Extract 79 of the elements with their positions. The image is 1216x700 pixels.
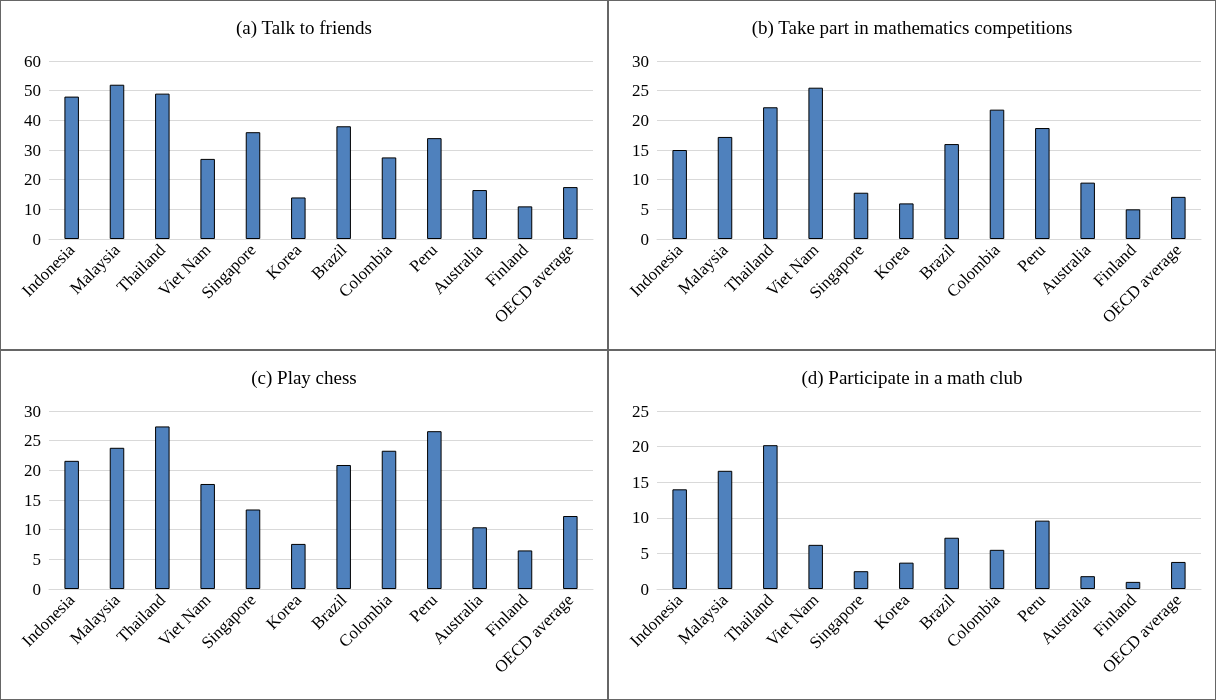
y-tick-label: 5 [32, 549, 41, 569]
bar [1171, 561, 1186, 589]
bar [1035, 128, 1050, 239]
y-tick-label: 15 [632, 140, 649, 160]
bar [672, 489, 687, 589]
y-tick-label: 10 [24, 199, 41, 219]
bar [517, 206, 533, 239]
bar [989, 549, 1005, 589]
y-tick-label: 20 [632, 437, 649, 457]
bar [109, 84, 125, 239]
bar [899, 203, 914, 239]
bar [563, 516, 578, 589]
bar [427, 138, 442, 239]
bar [853, 571, 869, 589]
bar [717, 470, 733, 589]
y-tick-label: 30 [24, 140, 41, 160]
y-tick-label: 30 [632, 51, 649, 71]
bar [200, 483, 215, 589]
bar [336, 126, 351, 239]
bar [563, 187, 578, 239]
bar [291, 543, 306, 589]
bar [155, 93, 170, 239]
bar [200, 158, 215, 239]
y-tick-label: 5 [640, 199, 649, 219]
chart-title: (c) Play chess [251, 367, 357, 389]
bar [763, 445, 778, 589]
y-tick-label: 0 [640, 229, 649, 249]
y-tick-label: 25 [632, 81, 649, 101]
y-tick-label: 25 [632, 401, 649, 421]
bar [944, 144, 959, 239]
bar [245, 132, 261, 239]
bar [291, 197, 306, 239]
bar [808, 544, 823, 589]
bar [944, 537, 959, 589]
bar [672, 150, 687, 239]
bar [717, 136, 733, 239]
bar [155, 426, 170, 589]
y-tick-label: 5 [640, 543, 649, 563]
y-tick-label: 20 [632, 110, 649, 130]
bar [1080, 182, 1095, 239]
y-tick-label: 25 [24, 431, 41, 451]
y-tick-label: 0 [32, 579, 41, 599]
y-tick-label: 15 [632, 472, 649, 492]
bar [245, 509, 261, 589]
bar [427, 431, 442, 589]
bar [109, 447, 125, 589]
bar [1035, 520, 1050, 589]
y-tick-label: 60 [24, 51, 41, 71]
y-tick-label: 20 [24, 460, 41, 480]
y-tick-label: 50 [24, 81, 41, 101]
bar [381, 450, 397, 589]
bar [472, 527, 487, 589]
chart-title: (b) Take part in mathematics competitions [751, 17, 1073, 39]
bar [899, 562, 914, 589]
y-tick-label: 10 [24, 520, 41, 540]
chart-title: (a) Talk to friends [235, 17, 373, 39]
bar [1125, 581, 1141, 589]
bar [1171, 196, 1186, 239]
y-tick-label: 10 [632, 170, 649, 190]
bar [472, 190, 487, 239]
chart-title: (d) Participate in a math club [801, 367, 1023, 389]
bar [808, 87, 823, 239]
bar [1125, 209, 1141, 239]
y-tick-label: 0 [32, 229, 41, 249]
bar [64, 460, 79, 589]
bar [1080, 576, 1095, 589]
y-tick-label: 20 [24, 170, 41, 190]
bar [763, 107, 778, 239]
y-tick-label: 40 [24, 110, 41, 130]
bar [64, 96, 79, 239]
y-tick-label: 30 [24, 401, 41, 421]
bar [853, 192, 869, 239]
y-tick-label: 10 [632, 508, 649, 528]
bar [517, 550, 533, 589]
y-tick-label: 15 [24, 490, 41, 510]
bar [989, 109, 1005, 239]
y-tick-label: 0 [640, 579, 649, 599]
bar [381, 157, 397, 239]
bar [336, 464, 351, 589]
